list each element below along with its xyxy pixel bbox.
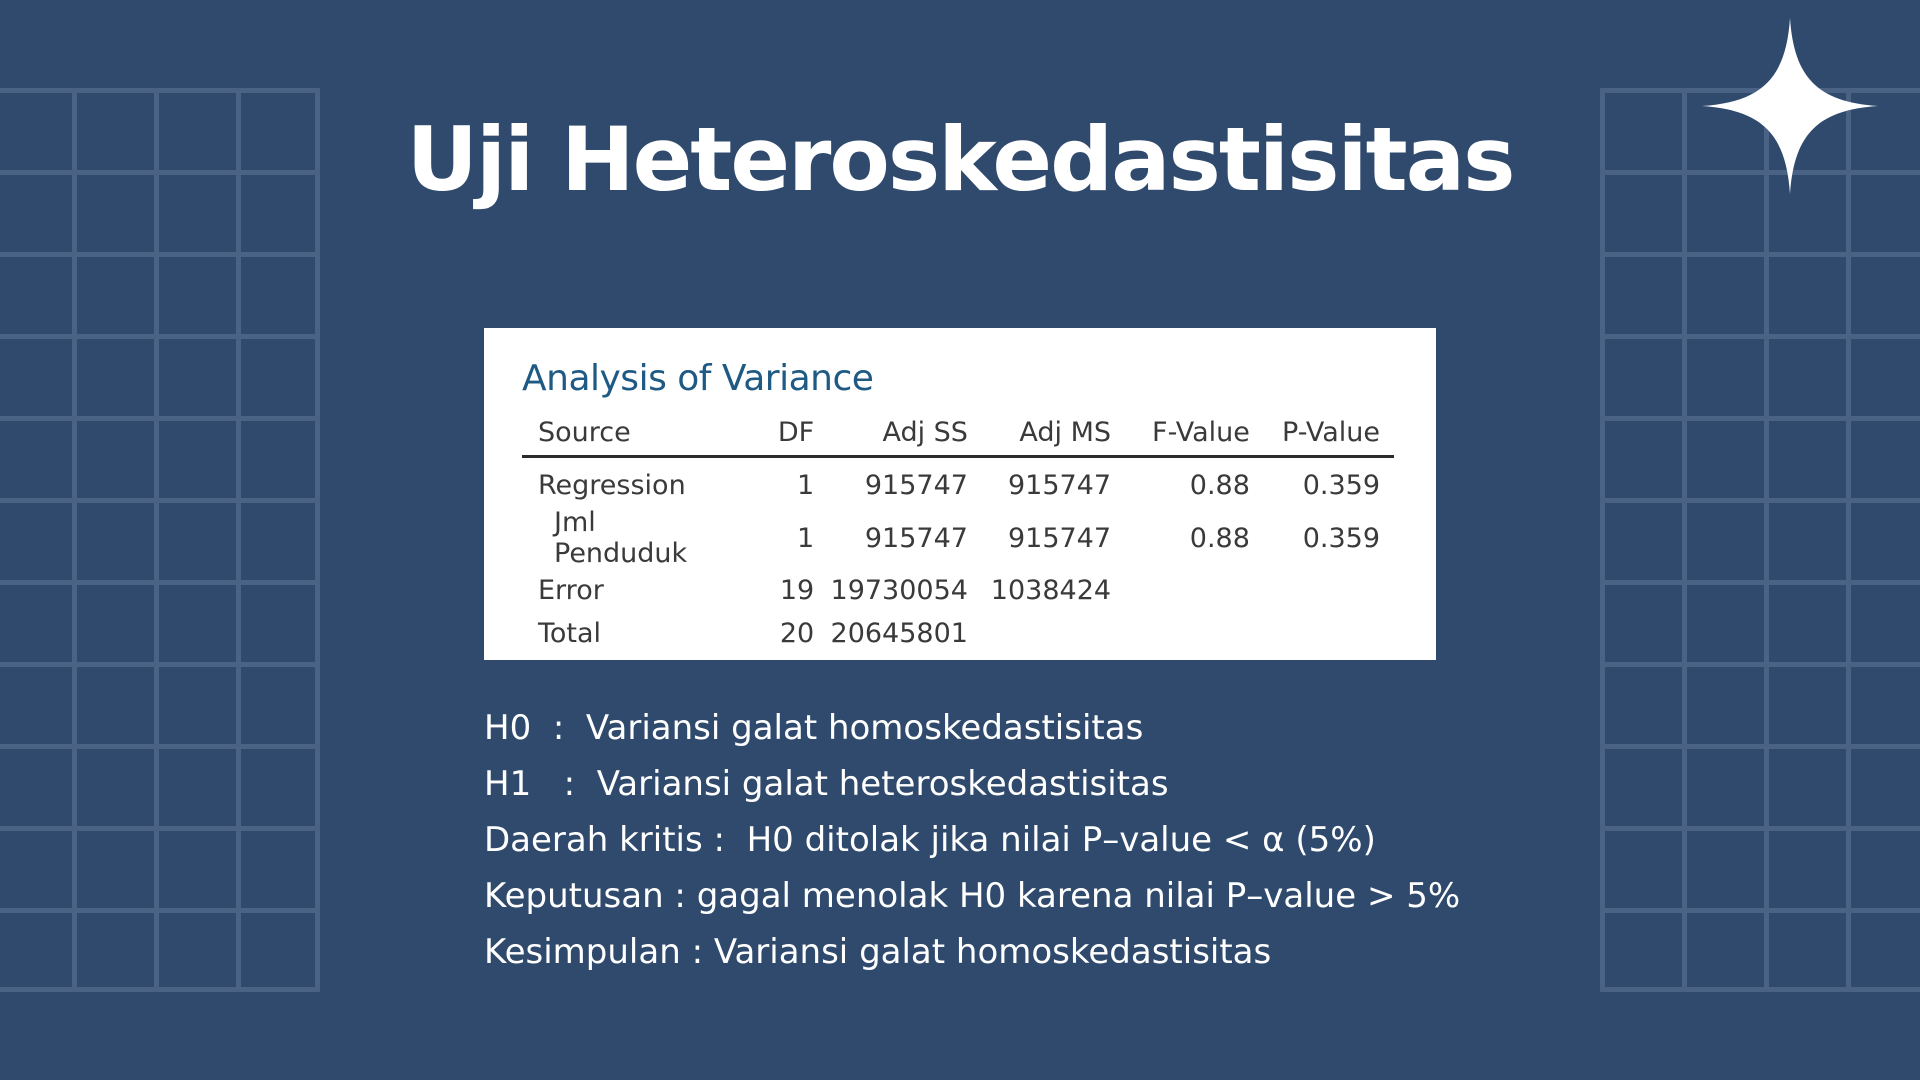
column-header-df: DF [747,413,829,458]
row-adj-ms: 1038424 [990,575,1112,606]
table-row: Total 20 20645801 [522,612,1394,655]
column-header-adj-ms: Adj MS [981,413,1126,458]
decorative-grid-left [0,88,320,992]
table-row: Error 19 19730054 1038424 [522,569,1394,612]
row-p-value [1264,569,1394,612]
row-adj-ms: 915747 [1007,470,1112,501]
row-f-value: 0.88 [1189,522,1250,554]
anova-output-panel: Analysis of Variance Source DF Adj SS Ad… [484,328,1436,660]
row-adj-ss: 915747 [864,470,968,501]
anova-header-row: Source DF Adj SS Adj MS F-Value P-Value [522,413,1394,458]
four-point-star-icon [1702,18,1878,194]
decision: Keputusan : gagal menolak H0 karena nila… [484,876,1461,916]
row-df: 20 [779,618,815,649]
row-source: Regression [538,470,686,501]
table-row: Regression 1 915747 915747 0.88 0.359 [522,457,1394,508]
row-adj-ss: 20645801 [830,618,968,649]
row-adj-ss: 19730054 [830,575,968,606]
slide-title: Uji Heteroskedastisitas [406,108,1516,211]
anova-table: Source DF Adj SS Adj MS F-Value P-Value … [522,413,1394,655]
row-f-value [1125,612,1264,655]
hypothesis-notes: H0 : Variansi galat homoskedastisitas H1… [484,700,1584,980]
row-source: Error [538,575,604,606]
row-p-value: 0.359 [1302,470,1380,501]
column-header-p-value: P-Value [1263,413,1394,458]
row-df: 1 [797,522,815,554]
row-p-value [1264,612,1394,655]
row-f-value [1125,569,1264,612]
column-header-adj-ss: Adj SS [828,413,982,458]
anova-heading: Analysis of Variance [522,358,874,399]
critical-region: Daerah kritis : H0 ditolak jika nilai P–… [484,820,1376,860]
row-f-value: 0.88 [1189,470,1250,501]
row-source: Total [538,618,602,649]
decorative-grid-right [1600,88,1920,992]
conclusion: Kesimpulan : Variansi galat homoskedasti… [484,932,1272,972]
table-row: Jml Penduduk 1 915747 915747 0.88 0.359 [522,507,1394,569]
row-df: 19 [779,575,815,606]
row-df: 1 [797,470,815,501]
column-header-f-value: F-Value [1125,413,1264,458]
row-adj-ss: 915747 [864,522,968,554]
row-adj-ms: 915747 [1007,522,1112,554]
row-p-value: 0.359 [1302,522,1380,554]
null-hypothesis: H0 : Variansi galat homoskedastisitas [484,708,1144,748]
alternative-hypothesis: H1 : Variansi galat heteroskedastisitas [484,764,1169,804]
row-adj-ms [982,612,1125,655]
row-source: Jml Penduduk [554,507,688,569]
column-header-source: Source [522,413,748,458]
